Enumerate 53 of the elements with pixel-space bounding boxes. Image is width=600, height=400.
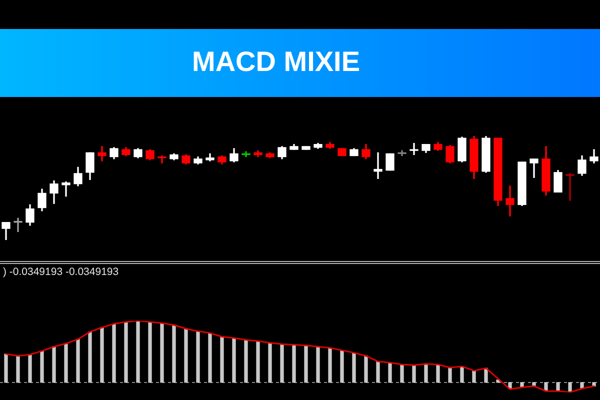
candlestick <box>410 142 418 156</box>
bar <box>316 346 320 383</box>
candlestick <box>62 181 70 197</box>
bar <box>472 370 476 383</box>
bar <box>424 364 428 383</box>
bar <box>568 382 572 392</box>
candlestick <box>398 150 406 156</box>
candlestick <box>158 155 166 164</box>
chart-title: MACD MIXIE <box>192 45 360 79</box>
bar <box>328 348 332 383</box>
bar <box>172 324 176 383</box>
bar <box>292 344 296 383</box>
candlestick <box>566 173 574 201</box>
bar <box>340 350 344 383</box>
bar <box>436 364 440 383</box>
bar <box>220 336 224 383</box>
bar <box>4 354 8 383</box>
candlestick <box>506 186 514 216</box>
candlestick <box>530 158 538 178</box>
bar <box>160 322 164 383</box>
bar <box>196 330 200 383</box>
bar <box>232 338 236 383</box>
bar <box>280 344 284 383</box>
candlestick <box>374 152 382 179</box>
bar <box>412 364 416 383</box>
bar <box>28 354 32 383</box>
bar <box>112 323 116 383</box>
bar <box>208 332 212 383</box>
bar <box>268 342 272 383</box>
bar <box>256 340 260 383</box>
bar <box>448 367 452 383</box>
bar <box>88 331 92 383</box>
bar <box>184 328 188 383</box>
bar <box>64 343 68 383</box>
candlestick <box>14 218 22 232</box>
bar <box>460 366 464 383</box>
bar <box>400 364 404 383</box>
text: ) -0.0349193 -0.0349193 <box>3 266 119 278</box>
bar <box>244 340 248 383</box>
bar <box>124 322 128 383</box>
bar <box>148 322 152 383</box>
bar <box>136 320 140 383</box>
candlestick <box>98 146 106 162</box>
bar <box>76 338 80 383</box>
bar <box>388 362 392 383</box>
bar <box>16 356 20 383</box>
bar <box>304 345 308 383</box>
bar <box>52 346 56 383</box>
bar <box>376 361 380 383</box>
bar <box>40 350 44 383</box>
bar <box>364 356 368 383</box>
bar <box>100 327 104 383</box>
bar <box>352 352 356 383</box>
